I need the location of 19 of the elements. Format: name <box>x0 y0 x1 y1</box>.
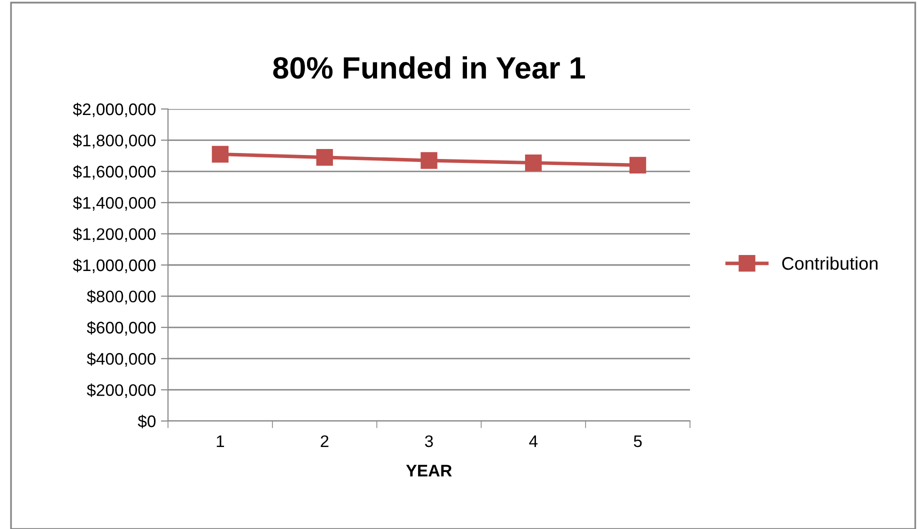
y-tick-label: $800,000 <box>86 290 156 304</box>
y-tick-label: $1,200,000 <box>72 228 156 242</box>
x-tick-label: 3 <box>425 435 433 448</box>
y-tick-label: $1,000,000 <box>72 258 156 274</box>
y-tick-label: $2,000,000 <box>72 102 156 118</box>
y-tick-label: $1,600,000 <box>72 165 156 180</box>
y-tick-label: $1,800,000 <box>72 134 156 148</box>
x-tick-label: 4 <box>529 436 538 447</box>
y-tick-label: $400,000 <box>86 352 156 367</box>
y-tick-label: $0 <box>138 414 156 428</box>
x-tick-label: 2 <box>320 435 328 447</box>
y-tick-label: $1,400,000 <box>72 196 156 211</box>
y-tick-label: $200,000 <box>86 384 156 398</box>
chart-title: 80% Funded in Year 1 <box>273 56 585 79</box>
x-tick-label: 1 <box>216 436 224 447</box>
x-axis-title: YEAR <box>406 464 452 476</box>
legend-label: Contribution <box>782 256 878 270</box>
y-tick-label: $600,000 <box>86 321 156 336</box>
x-tick-label: 5 <box>634 436 642 448</box>
